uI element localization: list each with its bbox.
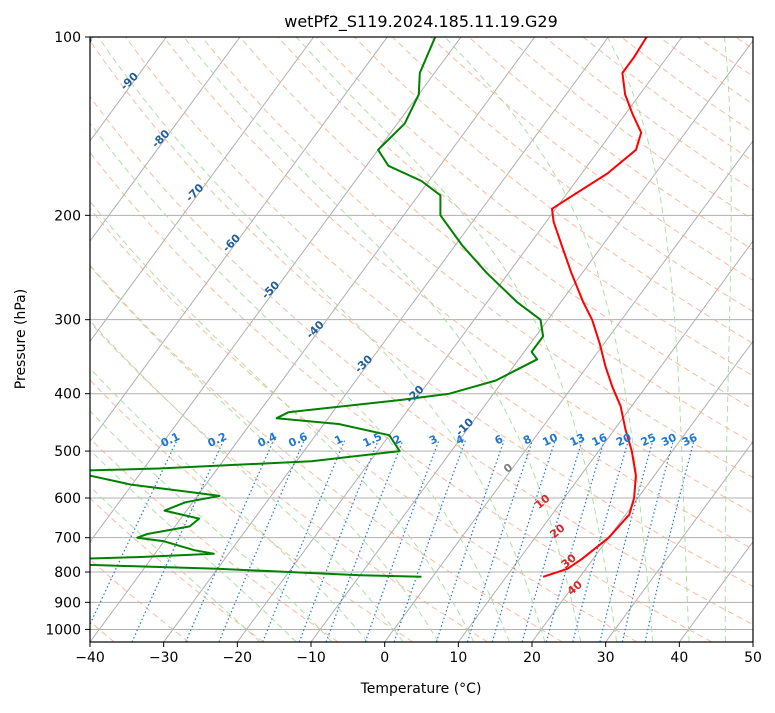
y-tick-label: 600 [54, 491, 81, 507]
x-tick-label: 40 [670, 650, 688, 666]
y-tick-label: 300 [54, 313, 81, 329]
x-tick-label: −20 [223, 650, 253, 666]
y-tick-label: 500 [54, 444, 81, 460]
y-axis-label: Pressure (hPa) [13, 289, 29, 389]
x-axis-label: Temperature (°C) [360, 681, 482, 697]
y-tick-label: 200 [54, 208, 81, 224]
x-tick-label: −10 [296, 650, 326, 666]
y-tick-label: 800 [54, 565, 81, 581]
x-tick-label: 0 [380, 650, 389, 666]
y-tick-label: 400 [54, 387, 81, 403]
x-tick-label: −40 [75, 650, 105, 666]
y-tick-label: 1000 [45, 622, 81, 638]
chart-title: wetPf2_S119.2024.185.11.19.G29 [284, 12, 558, 32]
y-tick-label: 700 [54, 531, 81, 547]
x-tick-label: 20 [523, 650, 541, 666]
x-tick-label: −30 [149, 650, 179, 666]
y-tick-label: 900 [54, 595, 81, 611]
y-tick-label: 100 [54, 30, 81, 46]
x-tick-label: 50 [744, 650, 762, 666]
x-tick-label: 10 [449, 650, 467, 666]
x-tick-label: 30 [597, 650, 615, 666]
